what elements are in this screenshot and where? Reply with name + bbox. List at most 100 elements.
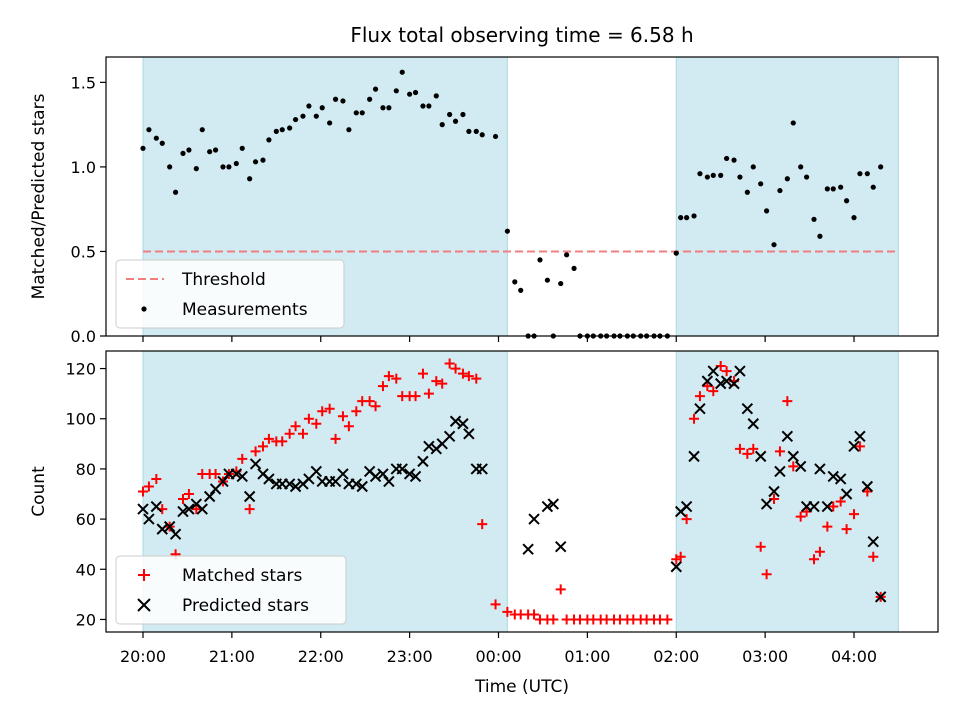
data-point [867, 535, 879, 548]
data-point [731, 157, 737, 163]
data-point [811, 216, 817, 222]
data-point [417, 368, 428, 379]
data-point [737, 174, 743, 180]
data-point [167, 164, 173, 170]
data-point [781, 430, 794, 443]
data-point [337, 411, 348, 422]
data-point [758, 181, 764, 187]
data-point [289, 480, 302, 493]
data-point [433, 93, 439, 99]
data-point [277, 436, 288, 447]
data-point [518, 287, 524, 293]
data-point [420, 103, 426, 109]
data-point [457, 368, 468, 379]
data-point [680, 500, 693, 513]
data-point [353, 110, 359, 116]
data-point [814, 463, 826, 475]
legend-label: Predicted stars [182, 596, 309, 616]
data-point [146, 127, 152, 133]
y-tick-label: 60 [76, 510, 96, 529]
ratio-panel: 0.0 0.5 1.0 1.5 Matched/Predicted stars Thres… [29, 56, 939, 346]
data-point [849, 509, 859, 520]
data-point [694, 391, 705, 402]
data-point [774, 465, 786, 478]
x-tick-label: 02:00 [653, 647, 699, 666]
data-point [324, 403, 335, 414]
data-point [226, 164, 232, 170]
data-point [463, 428, 475, 440]
data-point [396, 463, 408, 475]
data-point [691, 213, 697, 219]
data-point [263, 433, 274, 444]
y-tick-label: 1.0 [71, 158, 96, 177]
data-point [838, 184, 844, 190]
data-point [808, 500, 820, 513]
data-point [177, 494, 188, 505]
data-point [311, 418, 322, 429]
data-point [492, 133, 499, 140]
data-point [423, 440, 435, 453]
data-point [529, 609, 540, 620]
data-point [537, 257, 543, 263]
data-point [217, 475, 229, 488]
data-point [463, 371, 474, 382]
data-point [391, 373, 402, 384]
data-point [317, 406, 328, 417]
data-point [273, 128, 279, 134]
data-point [564, 252, 570, 258]
data-point [249, 458, 262, 470]
legend-label: Threshold [181, 270, 266, 290]
data-point [196, 503, 208, 515]
data-point [476, 463, 488, 475]
x-tick-label: 00:00 [475, 647, 521, 666]
data-point [186, 147, 192, 153]
data-point [143, 513, 155, 525]
data-point [386, 105, 392, 111]
data-point [473, 128, 479, 134]
data-point [477, 519, 488, 530]
data-point [359, 110, 365, 116]
data-point [662, 614, 673, 625]
data-point [794, 460, 807, 473]
data-point [734, 443, 745, 454]
data-point [702, 381, 713, 392]
legend-box [115, 555, 347, 625]
data-point [137, 503, 149, 515]
data-point [393, 88, 399, 94]
data-point [824, 186, 830, 192]
data-point [426, 103, 432, 109]
data-point [714, 377, 727, 390]
data-point [834, 473, 847, 485]
data-point [547, 498, 560, 510]
data-point [861, 480, 874, 493]
data-point [541, 500, 554, 513]
data-point [450, 363, 461, 374]
series-dot [140, 69, 884, 339]
data-point [697, 171, 703, 177]
data-point [828, 501, 839, 512]
data-point [760, 498, 773, 510]
plot-frame [105, 350, 939, 633]
data-point [734, 365, 746, 377]
data-point [303, 413, 314, 424]
data-point [795, 511, 806, 522]
data-point [466, 128, 472, 134]
data-point [862, 486, 873, 497]
data-point [243, 490, 256, 503]
data-point [431, 376, 442, 387]
data-point [150, 500, 163, 513]
x-tick-label: 21:00 [209, 647, 255, 666]
data-point [771, 242, 777, 248]
data-point [410, 391, 421, 402]
data-point [843, 198, 850, 204]
data-point [854, 441, 865, 452]
data-point [670, 561, 682, 573]
data-point [555, 540, 567, 553]
count-panel: 20 40 60 80 100 120 20:00 21:00 22:00 23:00 00:00 0… [29, 350, 939, 666]
data-point [156, 523, 168, 535]
data-point [369, 470, 382, 483]
data-point [193, 166, 199, 172]
data-point [874, 591, 887, 603]
data-point [822, 521, 833, 532]
